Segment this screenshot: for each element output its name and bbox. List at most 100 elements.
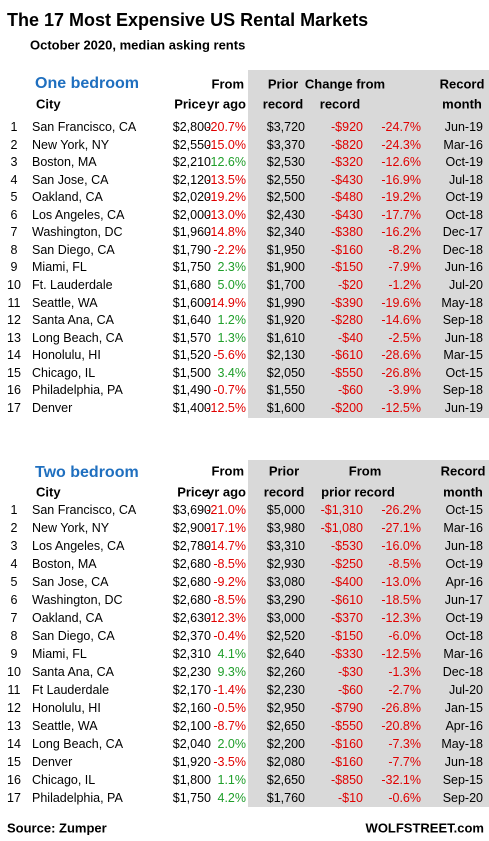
- table-cell: Long Beach, CA: [32, 736, 124, 751]
- table-cell: 7: [10, 610, 18, 625]
- table-cell: -19.6%: [381, 295, 421, 310]
- table-cell: -12.6%: [381, 154, 421, 169]
- table-cell: -15.0%: [206, 137, 246, 152]
- table-cell: Chicago, IL: [32, 772, 96, 787]
- table-cell: -17.1%: [206, 520, 246, 535]
- table-cell: 5: [10, 574, 18, 589]
- table-cell: 5.0%: [217, 277, 247, 292]
- table-cell: $1,760: [266, 790, 305, 805]
- table-cell: -$400: [331, 574, 363, 589]
- column-header: From: [211, 76, 245, 92]
- table-cell: -$20: [337, 277, 363, 292]
- table-cell: Santa Ana, CA: [32, 664, 115, 679]
- table-cell: -1.4%: [213, 682, 246, 697]
- table-cell: Jan-15: [444, 700, 483, 715]
- table-cell: Jul-18: [448, 172, 483, 187]
- table-cell: $2,100: [172, 718, 211, 733]
- column-header: prior record: [321, 484, 395, 500]
- table-cell: 15: [7, 365, 21, 380]
- table-cell: $2,080: [266, 754, 305, 769]
- table-cell: -$610: [331, 592, 363, 607]
- table-cell: $1,610: [266, 330, 305, 345]
- table-cell: -17.7%: [381, 207, 421, 222]
- table-cell: -$150: [331, 260, 363, 275]
- table-cell: Mar-16: [443, 646, 483, 661]
- table-cell: $2,120: [172, 172, 211, 187]
- table-cell: 14: [7, 348, 21, 363]
- table-cell: $1,600: [172, 295, 211, 310]
- table-cell: $2,260: [266, 664, 305, 679]
- table-cell: -$370: [331, 610, 363, 625]
- table-cell: $2,000: [172, 207, 211, 222]
- table-cell: Jul-20: [448, 682, 483, 697]
- table-cell: -$200: [331, 400, 363, 415]
- table-cell: -$160: [331, 736, 363, 751]
- table-cell: 1.3%: [217, 330, 247, 345]
- table-cell: 1.1%: [217, 772, 247, 787]
- table-cell: $3,690: [172, 502, 211, 517]
- table-cell: -$160: [331, 754, 363, 769]
- table-cell: Los Angeles, CA: [32, 538, 125, 553]
- table-cell: 3.4%: [217, 365, 247, 380]
- table-cell: -12.5%: [381, 646, 421, 661]
- table-cell: Los Angeles, CA: [32, 207, 125, 222]
- table-cell: Jun-17: [444, 592, 483, 607]
- table-cell: Washington, DC: [32, 592, 123, 607]
- table-cell: -8.5%: [213, 556, 246, 571]
- table-cell: -19.2%: [206, 189, 246, 204]
- table-cell: San Diego, CA: [32, 242, 115, 257]
- table-cell: -$430: [331, 172, 363, 187]
- column-header: Prior: [267, 76, 299, 92]
- table-cell: Jun-18: [444, 754, 483, 769]
- table-cell: 17: [7, 790, 21, 805]
- table-cell: $1,400: [172, 400, 211, 415]
- table-cell: -$390: [331, 295, 363, 310]
- table-cell: $2,550: [172, 137, 211, 152]
- table-cell: $2,780: [172, 538, 211, 553]
- table-cell: $2,520: [266, 628, 305, 643]
- table-cell: Dec-18: [442, 242, 483, 257]
- table-cell: -20.7%: [206, 119, 246, 134]
- table-cell: New York, NY: [32, 137, 110, 152]
- table-cell: $1,750: [172, 260, 211, 275]
- column-header: City: [36, 96, 61, 112]
- table-cell: $2,210: [172, 154, 211, 169]
- table-cell: Oct-15: [445, 365, 483, 380]
- table-cell: -$480: [331, 189, 363, 204]
- column-header: month: [443, 484, 483, 500]
- table-cell: -26.8%: [381, 700, 421, 715]
- table-cell: Oct-19: [445, 610, 483, 625]
- table-cell: 11: [7, 682, 21, 697]
- table-cell: Sep-20: [442, 790, 483, 805]
- table-cell: $1,750: [172, 790, 211, 805]
- table-cell: -$790: [331, 700, 363, 715]
- table-cell: -$380: [331, 225, 363, 240]
- table-cell: Boston, MA: [32, 556, 97, 571]
- table-cell: $2,650: [266, 718, 305, 733]
- subtitle: October 2020, median asking rents: [30, 37, 246, 53]
- table-cell: $2,530: [266, 154, 305, 169]
- table-cell: -$850: [331, 772, 363, 787]
- table-cell: -12.5%: [381, 400, 421, 415]
- table-cell: -7.9%: [388, 260, 421, 275]
- table-cell: Apr-16: [445, 718, 483, 733]
- table-cell: -$60: [337, 383, 363, 398]
- table-cell: -8.5%: [213, 592, 246, 607]
- table-cell: -2.5%: [388, 330, 421, 345]
- table-cell: 2: [10, 137, 18, 152]
- column-header: Record: [440, 463, 486, 479]
- table-cell: Chicago, IL: [32, 365, 96, 380]
- table-cell: -$1,310: [320, 502, 363, 517]
- table-cell: $2,950: [266, 700, 305, 715]
- table-cell: Jun-18: [444, 330, 483, 345]
- table-cell: Sep-18: [442, 312, 483, 327]
- table-cell: -26.2%: [381, 502, 421, 517]
- table-cell: Long Beach, CA: [32, 330, 124, 345]
- table-cell: $1,500: [172, 365, 211, 380]
- table-cell: $2,930: [266, 556, 305, 571]
- table-cell: $2,500: [266, 189, 305, 204]
- table-cell: -6.0%: [388, 628, 421, 643]
- table-cell: -13.0%: [206, 207, 246, 222]
- column-header: Record: [439, 76, 485, 92]
- table-cell: -13.0%: [381, 574, 421, 589]
